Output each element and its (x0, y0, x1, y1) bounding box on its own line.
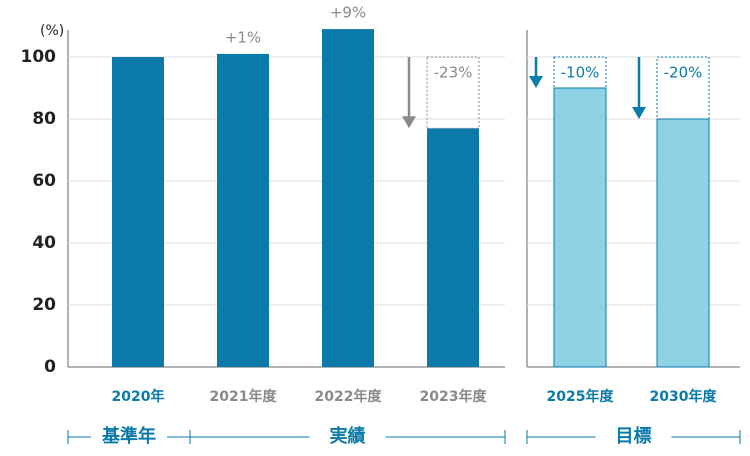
x-tick-label: 2025年度 (547, 388, 615, 405)
arrow-head (402, 116, 416, 129)
x-tick-label: 2020年 (112, 388, 165, 405)
group-label: 基準年 (101, 425, 156, 447)
x-tick-label: 2030年度 (650, 388, 718, 405)
y-tick-label: 20 (32, 295, 56, 315)
y-tick-label: 100 (21, 47, 57, 67)
group-label: 実績 (330, 425, 366, 447)
arrow-head (632, 107, 646, 119)
change-label: -20% (664, 64, 703, 82)
change-label: +9% (330, 4, 366, 22)
x-tick-label: 2022年度 (315, 388, 383, 405)
unit-label: (%) (40, 23, 64, 39)
change-label: +1% (225, 28, 261, 46)
bar (553, 87, 607, 368)
y-tick-label: 40 (32, 233, 56, 253)
change-label: -23% (434, 64, 473, 82)
bracket-label-bg (91, 425, 167, 449)
change-box (656, 56, 710, 120)
y-tick-label: 60 (32, 171, 56, 191)
bar (217, 53, 269, 368)
bar (427, 128, 479, 367)
bracket-label-bg (595, 425, 672, 449)
x-tick-label: 2021年度 (210, 388, 278, 405)
bracket-label-bg (309, 425, 386, 449)
arrow-head (529, 76, 543, 88)
group-label: 目標 (616, 425, 652, 447)
bar (322, 29, 374, 367)
change-label: -10% (561, 64, 600, 82)
change-box (553, 56, 607, 89)
y-tick-label: 0 (44, 357, 56, 377)
change-box (426, 56, 480, 129)
x-tick-label: 2023年度 (420, 388, 488, 405)
bar (112, 57, 164, 367)
bar (656, 118, 710, 368)
y-tick-label: 80 (32, 109, 56, 129)
